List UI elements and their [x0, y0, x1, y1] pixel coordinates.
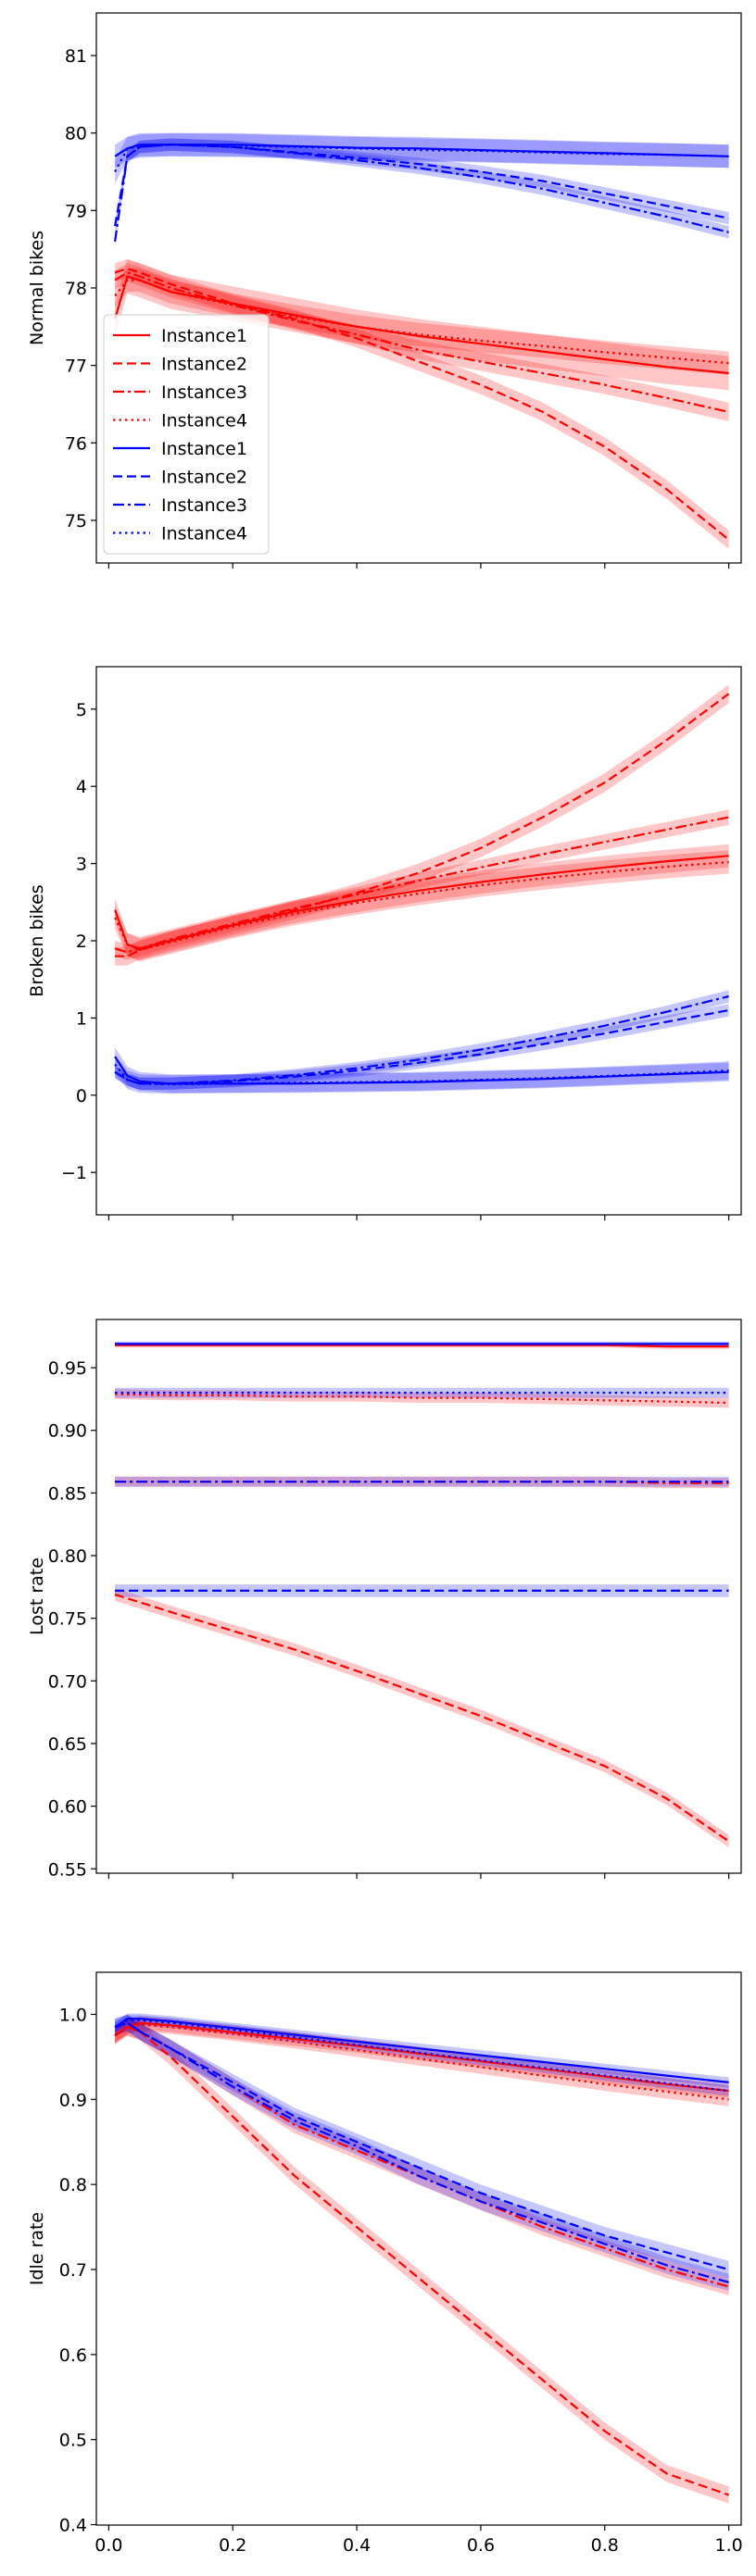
series-line-5: [114, 2018, 729, 2083]
legend-label: Instance3: [161, 495, 247, 516]
y-tick-label: 4: [76, 777, 87, 797]
y-tick-label: 5: [76, 700, 87, 720]
legend-label: Instance2: [161, 468, 247, 488]
x-tick-label: 0.6: [467, 2535, 495, 2556]
series-line-2: [115, 693, 730, 957]
series-band-2: [115, 259, 729, 549]
series-line-3: [114, 816, 729, 954]
series-line-1: [115, 1344, 729, 1348]
series-band-5: [115, 1047, 729, 1094]
series-band-8: [115, 132, 729, 184]
y-tick-label: 0.85: [48, 1483, 87, 1504]
y-axis-label: Idle rate: [27, 2212, 47, 2285]
y-tick-label: 0.8: [59, 2175, 87, 2195]
series-band-4: [115, 850, 729, 962]
y-axis-label: Normal bikes: [27, 231, 47, 345]
plot-area: [114, 684, 730, 1094]
plot-area: [114, 2013, 729, 2504]
series-line-4: [115, 1393, 729, 1405]
series-band-3: [115, 263, 729, 421]
series-band-1: [115, 259, 729, 391]
x-tick-label: 0.2: [219, 2535, 246, 2556]
x-tick-label: 0.0: [94, 2535, 122, 2556]
y-tick-label: 2: [76, 932, 87, 952]
y-tick-label: 0.55: [48, 1859, 87, 1880]
series-line-3: [114, 271, 729, 413]
y-tick-label: 81: [65, 46, 87, 67]
series-line-2: [114, 1593, 730, 1843]
axes-frame: [95, 1971, 742, 2526]
subplot-2: −1 0 1 2 3 4 5 Broken bikes: [27, 666, 742, 1220]
y-tick-label: 0.5: [59, 2431, 87, 2451]
legend: Instance1 Instance2 Instance3 Instance4 Inst…: [103, 314, 270, 555]
series-line-6: [114, 1008, 729, 1085]
y-tick-label: 0.80: [48, 1546, 87, 1567]
series-line-7: [114, 2021, 729, 2283]
series-band-8: [115, 1387, 729, 1398]
x-tick-label: 0.4: [343, 2535, 371, 2556]
series-band-4: [115, 1389, 729, 1408]
plot-area: [114, 132, 730, 549]
series-line-4: [114, 279, 729, 365]
series-band-7: [115, 990, 729, 1090]
y-tick-label: 80: [65, 124, 87, 144]
series-line-5: [114, 1056, 729, 1085]
y-tick-label: 0: [76, 1086, 87, 1107]
y-tick-label: 76: [65, 433, 87, 454]
y-tick-label: 77: [65, 356, 87, 377]
series-band-4: [115, 2018, 729, 2107]
series-line-7: [114, 144, 729, 242]
x-tick-label: 1.0: [715, 2535, 743, 2556]
series-line-7: [114, 994, 729, 1085]
legend-box: [103, 314, 270, 555]
series-band-6: [115, 1004, 729, 1090]
y-tick-label: 0.6: [59, 2345, 87, 2366]
plot-area: [114, 1341, 730, 1848]
y-tick-label: 78: [65, 279, 87, 299]
series-band-6: [115, 138, 729, 232]
subplot-4: 0.4 0.5 0.6 0.7 0.8 0.9 1.0 0.0 0.2 0.4 0.6 0.8 1.0 I…: [27, 1971, 743, 2556]
subplot-3: 0.55 0.60 0.65 0.70 0.75 0.80 0.85 0.90 0.95 Lost…: [27, 1319, 742, 1880]
series-band-7: [115, 2014, 729, 2291]
y-tick-label: 1: [76, 1008, 87, 1029]
y-tick-label: 0.95: [48, 1358, 87, 1379]
series-band-7: [115, 138, 729, 248]
y-tick-label: 1.0: [59, 2005, 87, 2025]
y-tick-label: 0.60: [48, 1797, 87, 1818]
y-axis-label: Lost rate: [27, 1557, 47, 1635]
y-axis-label: Broken bikes: [27, 884, 47, 996]
y-tick-label: 0.65: [48, 1734, 87, 1755]
series-band-4: [115, 269, 729, 375]
y-tick-label: 3: [76, 855, 87, 875]
y-tick-label: 79: [65, 201, 87, 221]
series-line-5: [114, 144, 729, 157]
axes-frame: [95, 1319, 742, 1874]
series-band-3: [115, 2019, 729, 2295]
legend-label: Instance1: [161, 326, 247, 346]
series-band-2: [115, 1588, 729, 1848]
legend-label: Instance1: [161, 439, 247, 459]
legend-label: Instance2: [161, 355, 247, 375]
y-tick-label: 0.4: [59, 2516, 87, 2536]
series-line-8: [114, 2019, 729, 2093]
series-band-1: [115, 844, 729, 960]
y-tick-label: 0.75: [48, 1609, 87, 1630]
legend-label: Instance4: [161, 411, 247, 431]
y-tick-label: 0.90: [48, 1421, 87, 1442]
y-tick-label: 0.7: [59, 2260, 87, 2281]
y-tick-label: 75: [65, 511, 87, 531]
legend-label: Instance3: [161, 382, 247, 403]
x-tick-label: 0.8: [591, 2535, 619, 2556]
series-band-2: [115, 2019, 729, 2504]
y-tick-label: 0.9: [59, 2090, 87, 2110]
series-line-4: [114, 860, 729, 952]
y-tick-label: 0.70: [48, 1671, 87, 1692]
series-line-2: [114, 267, 730, 541]
legend-label: Instance4: [161, 524, 247, 544]
y-tick-label: −1: [61, 1163, 87, 1183]
